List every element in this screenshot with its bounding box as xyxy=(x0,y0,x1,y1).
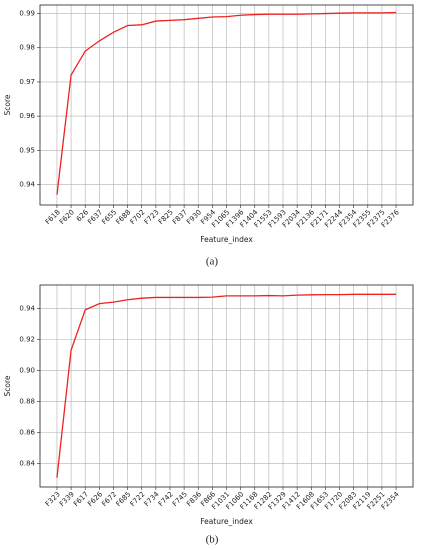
plot-frame xyxy=(39,284,414,488)
y-tick-label: 0.99 xyxy=(19,10,35,18)
y-tick-label: 0.86 xyxy=(19,429,35,437)
x-tick-label: F626 xyxy=(86,490,104,508)
y-tick-label: 0.92 xyxy=(19,335,35,343)
y-tick-label: 0.88 xyxy=(19,398,35,406)
y-tick-label: 0.95 xyxy=(19,146,35,154)
x-tick-label: F323 xyxy=(44,490,62,508)
x-tick-label: F723 xyxy=(143,208,161,226)
caption: (a) xyxy=(206,256,219,268)
x-tick-label: F702 xyxy=(129,208,147,226)
x-axis-label: Feature_index xyxy=(200,235,253,244)
y-axis-label: Score xyxy=(3,94,12,115)
x-tick-label: F617 xyxy=(72,490,90,508)
x-tick-label: F672 xyxy=(100,490,118,508)
x-tick-label: F722 xyxy=(129,490,147,508)
y-tick-label: 0.90 xyxy=(19,366,35,374)
y-tick-label: 0.84 xyxy=(19,460,35,468)
x-axis-label: Feature_index xyxy=(200,517,253,526)
x-tick-label: F825 xyxy=(157,208,175,226)
x-tick-label: F620 xyxy=(58,208,76,226)
x-tick-label: F637 xyxy=(86,208,104,226)
x-tick-label: F742 xyxy=(157,490,175,508)
x-tick-label: F655 xyxy=(100,208,118,226)
x-tick-label: F688 xyxy=(114,208,132,226)
y-tick-label: 0.97 xyxy=(19,78,35,86)
caption: (b) xyxy=(206,534,219,546)
x-tick-label: F836 xyxy=(185,490,203,508)
x-tick-label: F339 xyxy=(58,490,76,508)
y-tick-label: 0.94 xyxy=(19,304,35,312)
x-tick-label: F618 xyxy=(44,208,62,226)
data-line xyxy=(56,293,397,478)
x-tick-label: F685 xyxy=(114,490,132,508)
data-line xyxy=(56,11,397,195)
y-axis-label: Score xyxy=(3,375,12,396)
x-tick-label: F734 xyxy=(143,490,161,508)
y-tick-label: 0.94 xyxy=(19,180,35,188)
y-tick-label: 0.98 xyxy=(19,44,35,52)
y-tick-label: 0.96 xyxy=(19,112,35,120)
x-tick-label: F837 xyxy=(171,208,189,226)
plot-frame xyxy=(39,4,414,206)
x-tick-label: F930 xyxy=(185,208,203,226)
x-tick-label: F745 xyxy=(171,490,189,508)
